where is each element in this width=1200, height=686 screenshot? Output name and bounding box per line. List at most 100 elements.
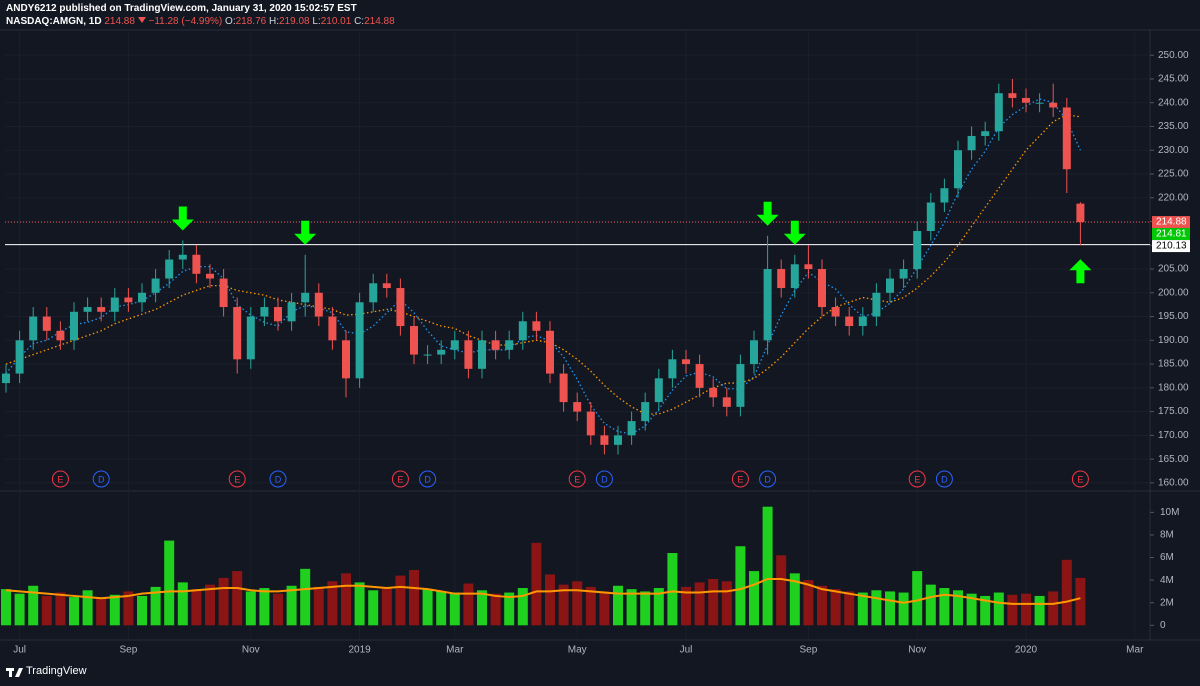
candle-body xyxy=(423,354,432,356)
candle-body xyxy=(206,273,214,279)
volume-bar xyxy=(517,588,528,626)
candle-body xyxy=(110,297,119,312)
event-marker xyxy=(908,470,926,488)
volume-bar xyxy=(327,581,338,626)
event-marker xyxy=(759,470,777,488)
candle-body xyxy=(274,307,282,322)
volume-bar xyxy=(313,586,324,626)
volume-bar xyxy=(381,588,392,626)
volume-bar xyxy=(572,581,583,626)
candle-body xyxy=(899,269,908,279)
volume-bar xyxy=(422,589,433,626)
candle-body xyxy=(709,387,718,398)
o-value: 218.76 xyxy=(235,16,267,27)
volume-bar xyxy=(844,591,855,626)
volume-bar xyxy=(953,590,963,626)
event-label: D xyxy=(764,474,771,484)
candle-body xyxy=(287,302,296,322)
h-value: 219.08 xyxy=(278,16,310,27)
event-label: E xyxy=(574,474,580,484)
candle-body xyxy=(573,402,582,412)
moving-average xyxy=(5,98,1081,435)
event-label: D xyxy=(941,474,948,484)
candle-body xyxy=(926,202,935,232)
volume-bar xyxy=(531,542,542,626)
y-tick-label: 190.00 xyxy=(1158,335,1189,346)
event-marker xyxy=(228,470,246,488)
candle-body xyxy=(233,307,242,360)
volume-bar xyxy=(708,578,719,626)
candle-body xyxy=(342,340,350,379)
candle-body xyxy=(586,411,595,436)
volume-bar xyxy=(993,592,1004,626)
volume-bar xyxy=(55,592,66,626)
volume-bar xyxy=(653,588,664,626)
event-marker xyxy=(269,470,287,488)
volume-bar xyxy=(300,568,311,626)
y-tick-label: 195.00 xyxy=(1158,311,1189,322)
volume-bar xyxy=(109,594,120,626)
price-label: 210.13 xyxy=(1156,241,1187,252)
volume-tick-label: 8M xyxy=(1160,530,1174,541)
price-label-box xyxy=(1152,216,1190,229)
volume-tick-label: 10M xyxy=(1160,507,1179,518)
candle-body xyxy=(328,316,337,341)
volume-bar xyxy=(857,592,868,626)
candle-body xyxy=(450,340,459,350)
volume-bar xyxy=(545,574,555,626)
volume-bar xyxy=(749,571,759,626)
candle-body xyxy=(600,435,609,445)
price-label: 214.81 xyxy=(1156,229,1187,240)
volume-bar xyxy=(354,582,365,626)
volume-bar xyxy=(150,586,161,626)
volume-bar xyxy=(1061,559,1072,626)
event-label: D xyxy=(424,474,431,484)
volume-bar xyxy=(640,591,651,626)
down-icon xyxy=(137,17,146,23)
event-marker xyxy=(51,470,69,488)
volume-bar xyxy=(463,583,474,626)
volume-bar xyxy=(681,586,691,626)
price-label: 214.88 xyxy=(1156,217,1187,228)
candle-body xyxy=(301,292,310,303)
event-marker xyxy=(568,470,586,488)
candle-body xyxy=(682,359,690,365)
event-marker xyxy=(391,470,409,488)
candle-body xyxy=(1062,107,1071,170)
candle-body xyxy=(886,278,894,293)
o-label: O: xyxy=(225,16,236,27)
candle-body xyxy=(219,278,228,308)
volume-bar xyxy=(966,593,977,626)
candle-body xyxy=(260,307,269,317)
candle-body xyxy=(994,93,1003,132)
volume-bar xyxy=(137,595,147,626)
volume-bar xyxy=(96,598,107,626)
candle-body xyxy=(42,316,51,331)
volume-tick-label: 2M xyxy=(1160,597,1174,608)
volume-bar xyxy=(980,595,991,626)
volume-bar xyxy=(626,589,637,626)
event-marker xyxy=(1071,470,1089,488)
candle-body xyxy=(641,402,650,422)
volume-bar xyxy=(721,581,732,626)
y-tick-label: 180.00 xyxy=(1158,382,1189,393)
candle-body xyxy=(967,135,976,151)
candle-body xyxy=(532,321,541,331)
candle-body xyxy=(614,435,622,445)
event-label: E xyxy=(1077,474,1083,484)
change: −11.28 (−4.99%) xyxy=(148,16,223,27)
volume-bar xyxy=(41,595,52,626)
volume-bar xyxy=(205,584,215,626)
event-label: E xyxy=(737,474,743,484)
event-label: E xyxy=(234,474,240,484)
candle-body xyxy=(1022,97,1030,103)
volume-bar xyxy=(273,593,283,626)
y-tick-label: 230.00 xyxy=(1158,145,1189,156)
candle-body xyxy=(355,302,364,379)
event-marker xyxy=(92,470,110,488)
volume-bar xyxy=(191,589,202,626)
price-label-box xyxy=(1152,240,1190,253)
symbol: NASDAQ:AMGN, 1D xyxy=(6,16,102,27)
candle-body xyxy=(192,254,201,274)
candle-body xyxy=(437,349,446,355)
